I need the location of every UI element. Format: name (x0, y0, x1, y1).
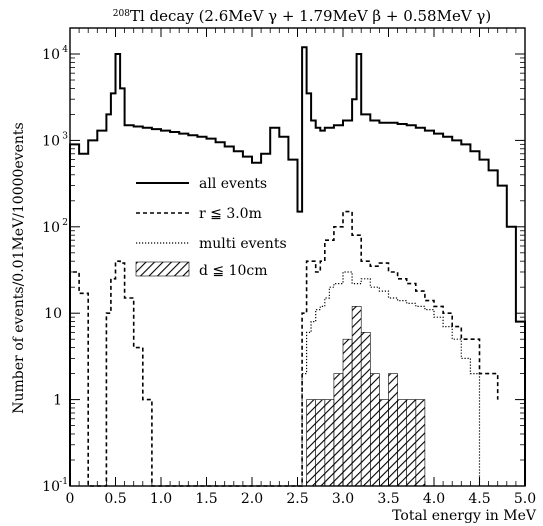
series-line (69, 46, 526, 486)
legend-item: r ≦ 3.0m (136, 206, 262, 222)
x-tick-label: 1.0 (150, 491, 172, 507)
legend-label: all events (199, 176, 267, 192)
y-tick-label: 10 (42, 133, 60, 149)
hatched-bar (315, 399, 326, 487)
hatched-bar (333, 373, 344, 487)
x-tick-label: 2.0 (241, 491, 263, 507)
legend-label: r ≦ 3.0m (199, 206, 262, 222)
x-tick-label: 4.5 (468, 491, 490, 507)
y-tick-exponent: 2 (62, 218, 68, 228)
hatched-bar (369, 373, 380, 487)
y-tick-exponent: 3 (62, 131, 68, 141)
x-tick-label: 2.5 (286, 491, 308, 507)
x-axis-label: Total energy in MeV (392, 508, 537, 524)
y-tick-label: 10 (42, 47, 60, 63)
series-line (297, 271, 481, 487)
legend-item: multi events (136, 236, 287, 252)
legend-swatch (135, 261, 190, 277)
series-all-events (69, 46, 526, 486)
y-tick-label: 10 (42, 220, 60, 236)
series-r-3-0m (69, 210, 499, 487)
legend-label: multi events (199, 236, 287, 252)
x-tick-label: 0 (66, 491, 75, 507)
y-tick-label: 10 (42, 479, 60, 495)
x-tick-label: 4.0 (423, 491, 445, 507)
chart-title-text: Tl decay (2.6MeV γ + 1.79MeV β + 0.58MeV… (130, 7, 491, 25)
series-multi-events (297, 271, 481, 487)
hatched-bar (360, 332, 371, 487)
series-line (69, 210, 499, 487)
x-tick-label: 0.5 (104, 491, 126, 507)
plot-area (69, 46, 526, 487)
legend-item: all events (136, 176, 267, 192)
y-tick-exponent: -1 (59, 477, 68, 487)
legend-label: d ≦ 10cm (199, 263, 268, 279)
hatched-bar (306, 399, 317, 487)
legend-item: d ≦ 10cm (135, 261, 268, 279)
x-tick-label: 3.0 (332, 491, 354, 507)
hatched-bar (379, 399, 389, 487)
legend: all events r ≦ 3.0m multi events d ≦ 10cm (135, 176, 287, 279)
x-tick-label: 3.5 (377, 491, 399, 507)
axes: 0 0.5 1.0 1.5 2.0 2.5 3.0 3.5 4.0 4.5 5.010 -111010… (42, 27, 536, 507)
hatched-bar (351, 306, 362, 487)
chart-title: 208Tl decay (2.6MeV γ + 1.79MeV β + 0.58… (113, 7, 492, 25)
hatched-bar (388, 373, 398, 487)
y-axis-label: Number of events/0.01MeV/10000events (11, 122, 27, 413)
chart-title-superscript: 208 (113, 9, 130, 19)
hatched-bar (415, 399, 426, 487)
y-tick-exponent: 4 (62, 45, 68, 55)
y-tick-label: 1 (53, 393, 62, 409)
hatched-bar (342, 338, 353, 487)
series-d-10cm (306, 306, 426, 487)
hatched-bar (324, 399, 335, 487)
x-tick-label: 1.5 (195, 491, 217, 507)
plot-frame (69, 27, 526, 487)
hatched-bar (397, 399, 408, 487)
hatched-bar (406, 399, 417, 487)
x-tick-label: 5.0 (514, 491, 536, 507)
y-tick-label: 10 (44, 306, 62, 322)
